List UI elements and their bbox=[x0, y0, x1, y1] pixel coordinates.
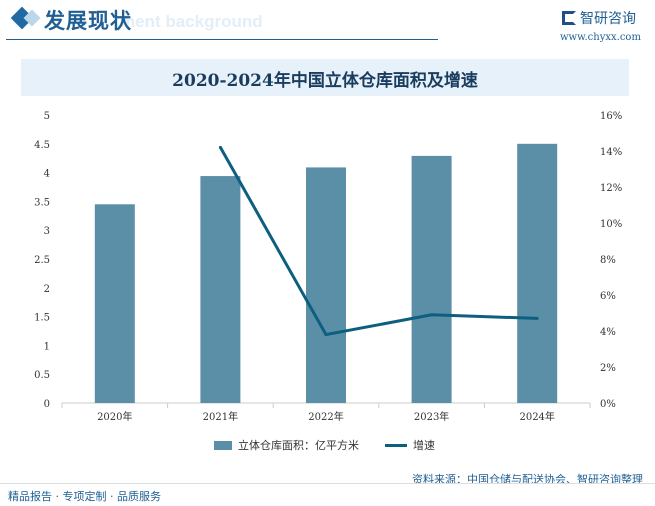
x-tick-label: 2022年 bbox=[308, 410, 343, 423]
growth-point bbox=[324, 333, 328, 337]
x-tick-label: 2023年 bbox=[414, 410, 449, 423]
growth-point bbox=[218, 145, 222, 149]
logo-text: 智研咨询 bbox=[580, 11, 636, 27]
left-tick-label: 4 bbox=[44, 169, 50, 180]
chart-title-bar: 2020-2024年中国立体仓库面积及增速 bbox=[21, 59, 629, 96]
left-tick-label: 1.5 bbox=[34, 313, 50, 324]
left-tick-label: 2.5 bbox=[34, 255, 50, 266]
legend: 立体仓库面积：亿平方米 增速 bbox=[214, 437, 435, 453]
right-tick-label: 12% bbox=[600, 183, 622, 194]
left-tick-label: 0 bbox=[44, 399, 50, 410]
growth-line bbox=[219, 146, 538, 337]
chart: 0 0.5 1 1.5 2 2.5 3 3.5 4 4.5 5 0% 2% 4% 6% 8% 10% 12% 14%… bbox=[34, 111, 622, 423]
legend-bar-swatch bbox=[214, 440, 232, 450]
legend-line-label: 增速 bbox=[413, 439, 435, 452]
right-tick-label: 8% bbox=[600, 255, 616, 266]
brand-url: www.chyxx.com bbox=[560, 32, 641, 43]
right-tick-label: 14% bbox=[600, 147, 622, 158]
bar bbox=[411, 155, 452, 403]
section-title: 发展现状 bbox=[44, 9, 132, 33]
left-tick-label: 3 bbox=[44, 226, 50, 237]
bar bbox=[94, 204, 135, 403]
left-tick-label: 5 bbox=[44, 111, 50, 122]
right-tick-label: 0% bbox=[600, 399, 616, 410]
right-tick-label: 16% bbox=[600, 111, 622, 122]
brand-logo: 智研咨询 bbox=[562, 8, 636, 28]
footer: 精品报告 · 专项定制 · 品质服务 bbox=[0, 483, 655, 506]
bar bbox=[306, 167, 346, 403]
left-tick-label: 3.5 bbox=[34, 197, 50, 208]
x-tick-label: 2021年 bbox=[203, 410, 238, 423]
right-tick-label: 10% bbox=[600, 219, 622, 230]
x-tick-label: 2024年 bbox=[519, 410, 554, 423]
x-tick-label: 2020年 bbox=[97, 410, 132, 423]
footer-text: 精品报告 · 专项定制 · 品质服务 bbox=[8, 490, 161, 503]
left-tick-label: 2 bbox=[44, 284, 50, 295]
left-tick-label: 0.5 bbox=[34, 370, 50, 381]
left-tick-label: 4.5 bbox=[34, 140, 50, 151]
header-bg-text: ment background bbox=[120, 12, 263, 31]
right-tick-label: 4% bbox=[600, 327, 616, 338]
right-tick-label: 6% bbox=[600, 291, 616, 302]
source-note: 资料来源：中国仓储与配送协会、智研咨询整理 bbox=[412, 473, 643, 486]
legend-line-swatch bbox=[385, 443, 407, 447]
right-tick-label: 2% bbox=[600, 363, 616, 374]
left-tick-label: 1 bbox=[44, 341, 50, 352]
logo-icon bbox=[562, 11, 576, 25]
bar bbox=[517, 143, 558, 404]
legend-bar-label: 立体仓库面积：亿平方米 bbox=[238, 439, 359, 452]
header-divider bbox=[6, 39, 438, 40]
bar bbox=[200, 176, 241, 403]
growth-point bbox=[430, 313, 434, 317]
growth-point bbox=[535, 316, 539, 320]
chart-title: 2020-2024年中国立体仓库面积及增速 bbox=[172, 71, 478, 91]
